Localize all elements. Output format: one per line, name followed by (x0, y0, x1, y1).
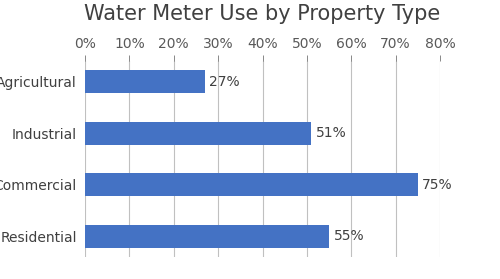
Text: 75%: 75% (422, 178, 453, 192)
Text: 51%: 51% (316, 126, 346, 140)
Bar (85, 173, 418, 196)
Bar (85, 70, 205, 93)
Bar (85, 225, 329, 248)
Text: 55%: 55% (334, 229, 364, 243)
Bar (85, 122, 312, 145)
Text: 27%: 27% (209, 75, 240, 89)
Title: Water Meter Use by Property Type: Water Meter Use by Property Type (84, 4, 440, 24)
